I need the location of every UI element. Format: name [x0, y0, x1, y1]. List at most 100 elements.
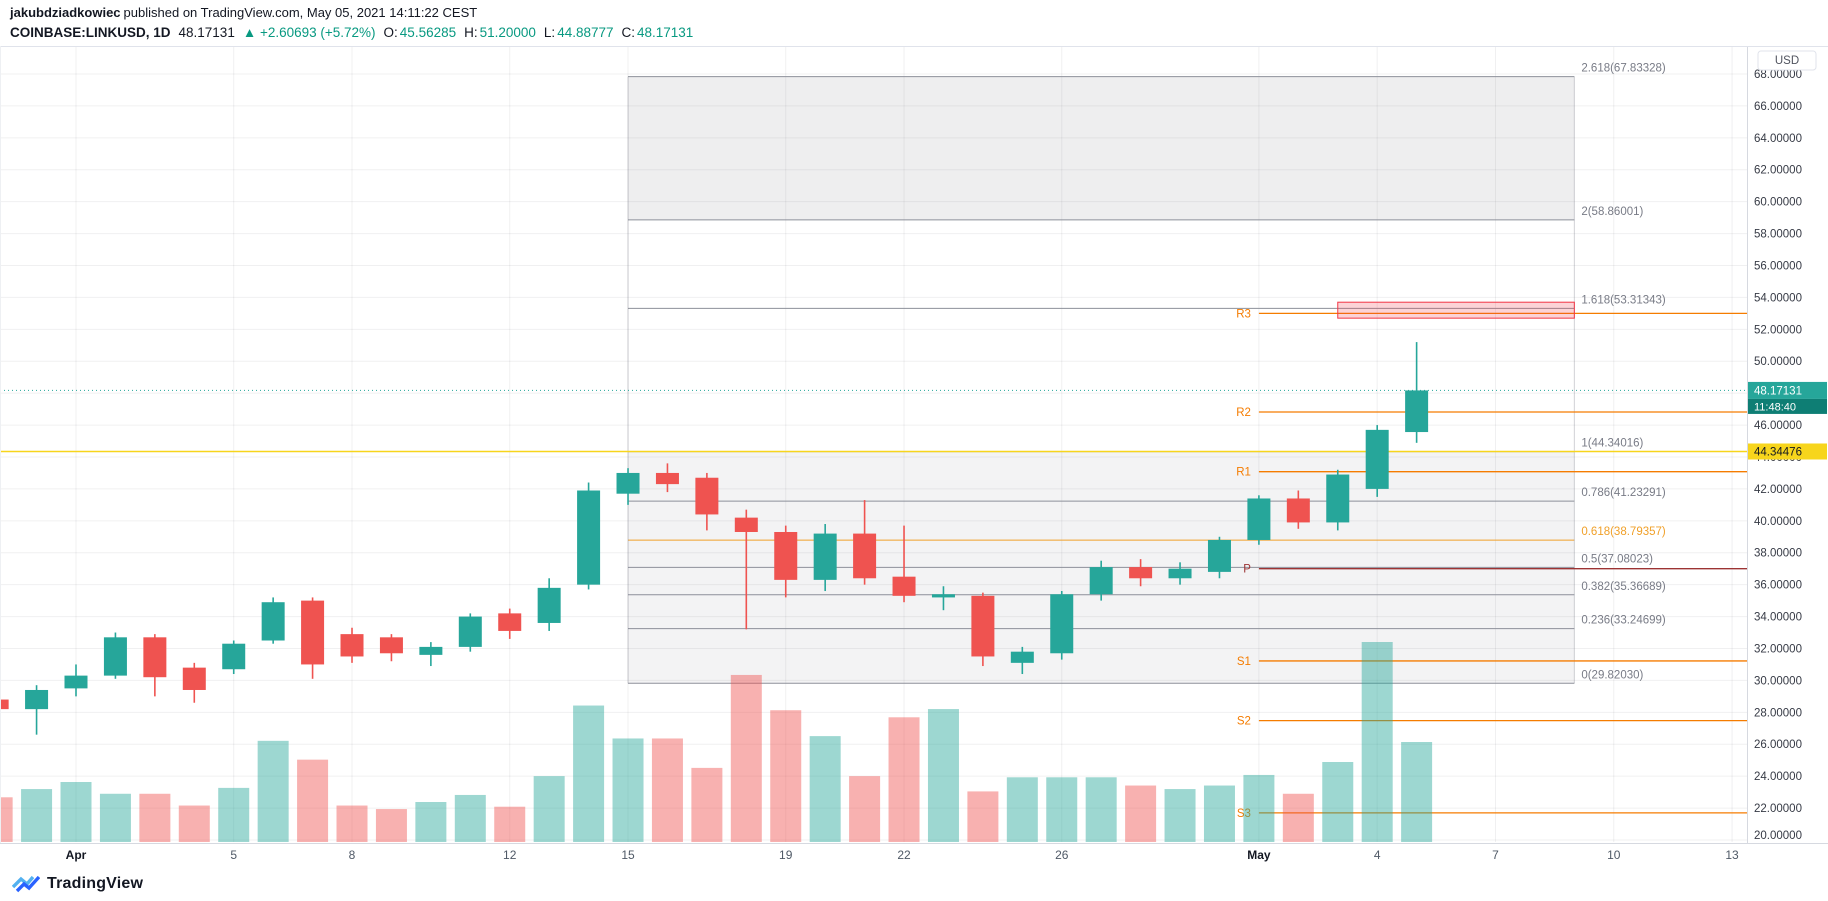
pivot-levels[interactable]: R3 R2 R1 P S1 S2 S3: [1236, 308, 1747, 820]
volume-bar: [1361, 642, 1393, 842]
symbol-title[interactable]: COINBASE:LINKUSD, 1D: [10, 25, 171, 40]
price-tick-label: 64.00000: [1754, 133, 1802, 145]
pivot-label-S1: S1: [1237, 656, 1251, 668]
candle-body: [1129, 567, 1153, 579]
open-label: O:: [383, 25, 398, 40]
countdown-text: 11:48:40: [1754, 401, 1796, 413]
chart-area[interactable]: R3 R2 R1 P S1 S2 S3 2.618(67.83328) 2(58.86001) 1…: [0, 46, 1828, 843]
candle-body: [813, 533, 837, 580]
volume-bar: [888, 717, 920, 842]
resistance-zone[interactable]: [1337, 301, 1575, 319]
close-value: 48.17131: [637, 25, 694, 40]
publication-info: published on TradingView.com, May 05, 20…: [123, 5, 478, 20]
tradingview-logo: [12, 875, 40, 892]
volume-bar: [1243, 774, 1275, 842]
tradingview-branding[interactable]: TradingView: [12, 874, 143, 894]
candle-body: [1089, 567, 1113, 595]
volume-bar: [297, 759, 329, 842]
candle-body: [892, 576, 916, 596]
candle-body: [655, 472, 679, 485]
time-tick-label: 4: [1373, 848, 1381, 862]
open-field: O: 45.56285: [384, 23, 457, 42]
price-chart[interactable]: R3 R2 R1 P S1 S2 S3 2.618(67.83328) 2(58.86001) 1…: [0, 46, 1828, 843]
fib-labels: 2.618(67.83328) 2(58.86001) 1.618(53.31343…: [1581, 63, 1666, 682]
fib-retracement[interactable]: [627, 76, 1575, 684]
time-tick-label: 13: [1725, 848, 1739, 862]
author-name[interactable]: jakubdziadkowiec: [10, 5, 121, 20]
volume-bar: [1282, 793, 1314, 842]
candle-body: [458, 616, 482, 647]
candle-body: [261, 602, 285, 641]
high-label: H:: [464, 25, 478, 40]
badge-layer[interactable]: 48.17131 11:48:40 44.34476: [1748, 381, 1827, 460]
volume-bar: [651, 738, 683, 842]
candle-body: [695, 477, 719, 515]
pivot-label-R2: R2: [1236, 407, 1251, 419]
candle-body: [301, 600, 325, 665]
last-price-value: 48.17131: [178, 25, 235, 40]
currency-toggle[interactable]: [1757, 50, 1817, 71]
resistance-zone-box[interactable]: [1337, 301, 1575, 319]
pivot-label-S3: S3: [1237, 808, 1251, 820]
alert-price-badge[interactable]: [1748, 443, 1827, 460]
volume-bar: [573, 705, 605, 842]
candle-body: [616, 472, 640, 494]
volume-bar: [730, 674, 762, 842]
volume-bar: [770, 710, 802, 842]
fib-label: 0.786(41.23291): [1581, 487, 1666, 499]
volume-bar: [1006, 777, 1038, 842]
volume-bar: [375, 809, 407, 842]
price-tick-label: 54.00000: [1754, 292, 1802, 304]
time-tick-label: 8: [348, 848, 356, 862]
countdown-badge: [1748, 398, 1827, 414]
candle-body: [1326, 474, 1350, 523]
open-value: 45.56285: [399, 25, 457, 40]
volume-bar: [612, 738, 644, 842]
low-field: L: 44.88777: [544, 23, 614, 42]
price-tick-label: 22.00000: [1754, 803, 1802, 815]
price-tick-label: 30.00000: [1754, 675, 1802, 687]
chart-frame: [0, 46, 1828, 843]
price-tick-label: 40.00000: [1754, 516, 1802, 528]
current-price-badge[interactable]: [1748, 381, 1827, 399]
price-tick-label: 24.00000: [1754, 771, 1802, 783]
close-label: C:: [621, 25, 636, 40]
candle-body: [340, 634, 364, 657]
price-tick-label: 42.00000: [1754, 484, 1802, 496]
tradingview-wordmark: TradingView: [47, 874, 144, 892]
currency-label: USD: [1775, 55, 1799, 67]
volume-bar: [533, 776, 565, 842]
candle-body: [577, 490, 601, 585]
volume-bar: [927, 709, 959, 842]
high-field: H: 51.20000: [464, 23, 536, 42]
publication-line: jakubdziadkowiec published on TradingView…: [10, 4, 1828, 21]
pivot-label-R1: R1: [1236, 467, 1251, 479]
price-tick-label: 68.00000: [1754, 69, 1802, 81]
symbol-info-bar: COINBASE:LINKUSD, 1D 48.17131 ▲ +2.60693…: [10, 23, 1828, 42]
candle-body: [734, 517, 758, 532]
price-tick-label: 28.00000: [1754, 707, 1802, 719]
time-tick-label: 5: [230, 848, 238, 862]
time-axis[interactable]: Apr 5 8 12 15 19 22 26 May 4 7 10 13: [0, 843, 1828, 866]
time-tick-label: May: [1247, 848, 1271, 862]
price-tick-label: 46.00000: [1754, 420, 1802, 432]
low-label: L:: [543, 25, 556, 40]
volume-bar: [218, 787, 250, 842]
high-value: 51.20000: [479, 25, 536, 40]
low-value: 44.88777: [557, 25, 614, 40]
price-tick-label: 52.00000: [1754, 324, 1802, 336]
pivot-label-S2: S2: [1237, 716, 1251, 728]
volume-bar: [60, 782, 92, 842]
candle-body: [1050, 594, 1074, 654]
candle-body: [379, 637, 403, 654]
time-tick-label: 12: [503, 848, 517, 862]
price-tick-label: 60.00000: [1754, 197, 1802, 209]
volume-bar: [494, 806, 526, 842]
candle-body: [64, 675, 88, 689]
candle-body: [853, 533, 877, 579]
volume-bar: [0, 797, 13, 842]
time-tick-label: 7: [1492, 848, 1499, 862]
fib-label: 0.618(38.79357): [1581, 526, 1666, 538]
price-tick-label: 34.00000: [1754, 612, 1802, 624]
volume-layer: [0, 642, 1433, 842]
